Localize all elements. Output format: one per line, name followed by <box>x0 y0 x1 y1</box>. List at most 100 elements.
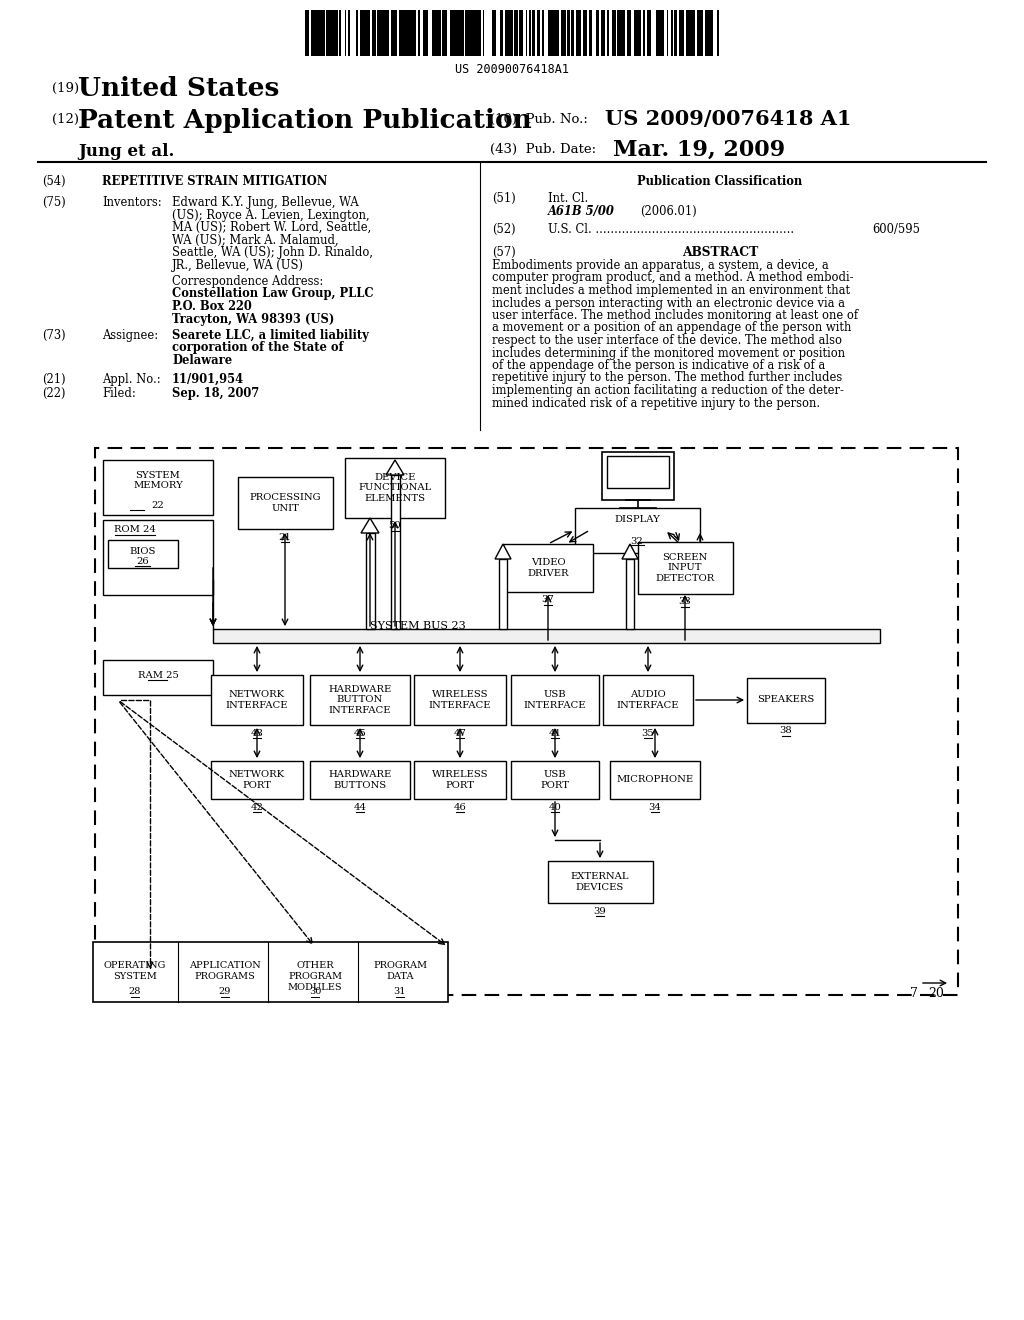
Bar <box>356 11 358 55</box>
Text: user interface. The method includes monitoring at least one of: user interface. The method includes moni… <box>492 309 858 322</box>
Bar <box>348 11 350 55</box>
Bar <box>471 11 474 55</box>
Bar <box>638 543 732 594</box>
Text: (12): (12) <box>52 114 79 125</box>
Text: DEVICES: DEVICES <box>575 883 624 892</box>
Bar <box>532 11 534 55</box>
Text: ROM 24: ROM 24 <box>114 525 156 535</box>
Text: OPERATING: OPERATING <box>103 961 166 970</box>
Bar <box>503 544 593 591</box>
Bar <box>607 455 669 488</box>
Text: INTERFACE: INTERFACE <box>225 701 288 710</box>
Text: a movement or a position of an appendage of the person with: a movement or a position of an appendage… <box>492 322 851 334</box>
Bar <box>542 11 544 55</box>
Text: (10)  Pub. No.:: (10) Pub. No.: <box>490 114 588 125</box>
Text: (57): (57) <box>492 246 516 259</box>
Bar <box>697 11 700 55</box>
Text: mined indicated risk of a repetitive injury to the person.: mined indicated risk of a repetitive inj… <box>492 396 820 409</box>
Text: 37: 37 <box>542 595 554 605</box>
Bar <box>362 11 364 55</box>
Text: HARDWARE: HARDWARE <box>329 771 391 779</box>
Bar <box>575 508 700 553</box>
Bar <box>602 451 674 500</box>
Text: INTERFACE: INTERFACE <box>429 701 492 710</box>
Text: ment includes a method implemented in an environment that: ment includes a method implemented in an… <box>492 284 850 297</box>
Text: SCREEN: SCREEN <box>663 553 708 562</box>
Text: 43: 43 <box>251 729 263 738</box>
Bar <box>329 11 332 55</box>
Text: MA (US); Robert W. Lord, Seattle,: MA (US); Robert W. Lord, Seattle, <box>172 220 372 234</box>
Text: SPEAKERS: SPEAKERS <box>758 696 815 705</box>
Bar <box>746 677 825 722</box>
Text: PROCESSING: PROCESSING <box>249 494 321 502</box>
Bar <box>103 660 213 696</box>
Bar <box>626 558 634 630</box>
Bar <box>238 477 333 529</box>
Text: 21: 21 <box>279 532 292 541</box>
Bar <box>682 11 684 55</box>
Text: Tracyton, WA 98393 (US): Tracyton, WA 98393 (US) <box>172 313 335 326</box>
Text: WA (US); Mark A. Malamud,: WA (US); Mark A. Malamud, <box>172 234 339 247</box>
Bar <box>610 762 700 799</box>
Bar <box>584 11 587 55</box>
Bar <box>384 11 387 55</box>
Bar <box>382 11 384 55</box>
Text: Searete LLC, a limited liability: Searete LLC, a limited liability <box>172 329 369 342</box>
Bar <box>635 11 637 55</box>
Text: PORT: PORT <box>445 780 474 789</box>
Text: US 20090076418A1: US 20090076418A1 <box>455 63 569 77</box>
Bar <box>474 11 476 55</box>
Bar <box>374 11 376 55</box>
Bar <box>93 942 449 1002</box>
Bar <box>478 11 481 55</box>
Bar <box>418 11 420 55</box>
Bar <box>213 630 880 643</box>
Bar <box>571 11 573 55</box>
Text: INPUT: INPUT <box>668 564 702 573</box>
Bar <box>367 11 370 55</box>
Text: WIRELESS: WIRELESS <box>432 771 488 779</box>
Text: (21): (21) <box>42 372 66 385</box>
Bar <box>688 11 690 55</box>
Bar <box>638 11 640 55</box>
Bar <box>402 11 404 55</box>
Text: Filed:: Filed: <box>102 387 136 400</box>
Text: Seattle, WA (US); John D. Rinaldo,: Seattle, WA (US); John D. Rinaldo, <box>172 246 373 259</box>
Bar <box>360 11 362 55</box>
Bar <box>476 11 478 55</box>
Bar <box>95 447 958 995</box>
Text: (2006.01): (2006.01) <box>640 205 696 218</box>
Text: ELEMENTS: ELEMENTS <box>365 494 426 503</box>
Text: Appl. No.:: Appl. No.: <box>102 372 161 385</box>
Text: REPETITIVE STRAIN MITIGATION: REPETITIVE STRAIN MITIGATION <box>102 176 328 187</box>
Bar <box>439 11 441 55</box>
Bar <box>406 11 407 55</box>
Bar <box>432 11 434 55</box>
Bar <box>511 762 599 799</box>
Bar <box>597 11 599 55</box>
Bar <box>499 558 507 630</box>
Bar <box>613 11 616 55</box>
Bar <box>690 11 692 55</box>
Bar <box>391 11 394 55</box>
Text: PORT: PORT <box>243 780 271 789</box>
Text: 47: 47 <box>454 729 467 738</box>
Text: 41: 41 <box>549 729 561 738</box>
Bar <box>647 11 649 55</box>
Text: WIRELESS: WIRELESS <box>432 690 488 700</box>
Bar <box>629 11 631 55</box>
Text: APPLICATION: APPLICATION <box>189 961 261 970</box>
Text: of the appendage of the person is indicative of a risk of a: of the appendage of the person is indica… <box>492 359 825 372</box>
Text: US 2009/0076418 A1: US 2009/0076418 A1 <box>605 110 852 129</box>
Text: ABSTRACT: ABSTRACT <box>682 246 758 259</box>
Text: 29: 29 <box>219 987 231 997</box>
Text: NETWORK: NETWORK <box>229 690 285 700</box>
Bar <box>680 11 682 55</box>
Bar <box>414 675 506 725</box>
Text: SYSTEM: SYSTEM <box>135 470 180 479</box>
Text: FUNCTIONAL: FUNCTIONAL <box>358 483 432 492</box>
Text: BUTTON: BUTTON <box>337 696 383 705</box>
Text: PROGRAMS: PROGRAMS <box>195 972 255 981</box>
Bar <box>520 11 522 55</box>
Text: INTERFACE: INTERFACE <box>523 701 587 710</box>
